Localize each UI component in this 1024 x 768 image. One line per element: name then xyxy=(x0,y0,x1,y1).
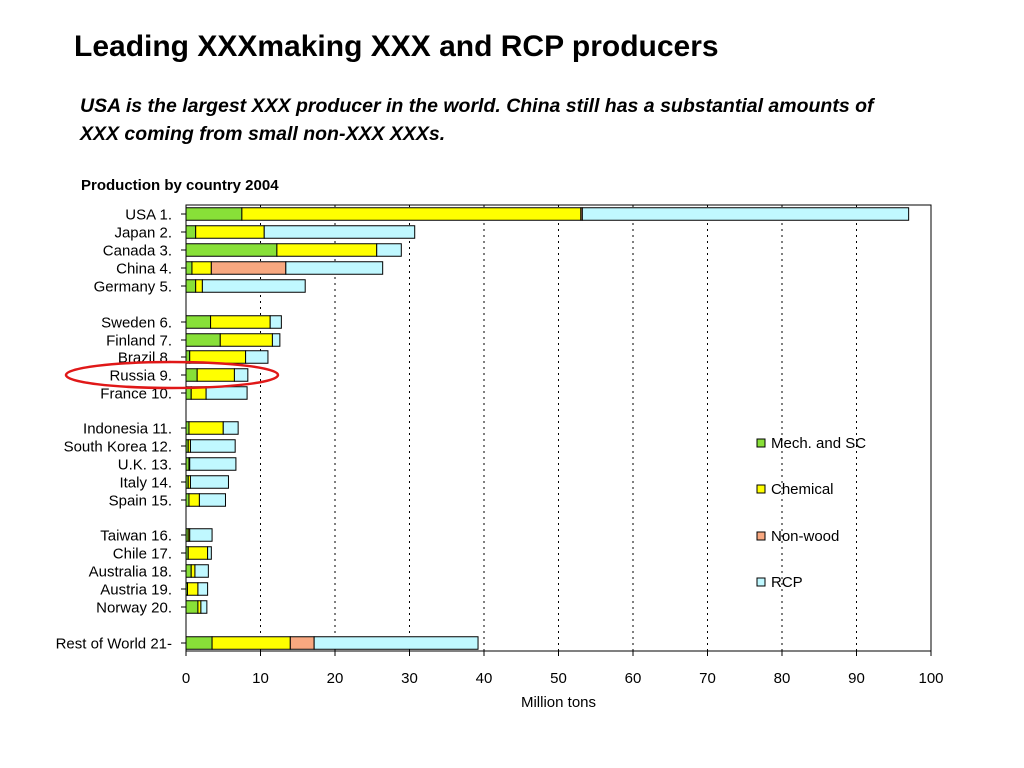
category-label: Rest of World 21- xyxy=(56,636,172,653)
x-tick-label: 50 xyxy=(550,670,567,687)
slide-title: Leading XXXmaking XXX and RCP producers xyxy=(74,30,719,63)
category-label: Spain 15. xyxy=(109,493,172,510)
category-label: Canada 3. xyxy=(103,243,172,260)
bar-segment xyxy=(376,243,402,257)
bar-segment xyxy=(276,243,378,257)
x-tick-label: 90 xyxy=(848,670,865,687)
category-label: France 10. xyxy=(100,386,172,403)
x-tick-label: 100 xyxy=(918,670,943,687)
category-label: Japan 2. xyxy=(114,225,172,242)
bar-segment xyxy=(185,225,197,239)
bar-segment xyxy=(189,475,229,489)
bar-segment xyxy=(198,493,226,507)
bar-segment xyxy=(289,636,315,650)
bar-segment xyxy=(245,350,269,364)
category-label: Taiwan 16. xyxy=(100,528,172,545)
x-tick-label: 10 xyxy=(252,670,269,687)
legend-swatch xyxy=(756,577,766,587)
highlight-ellipse xyxy=(64,360,280,390)
category-label: Italy 14. xyxy=(119,475,172,492)
bar-segment xyxy=(207,546,212,560)
bar-segment xyxy=(233,368,249,382)
category-label: Chile 17. xyxy=(113,546,172,563)
category-label: Germany 5. xyxy=(94,279,172,296)
category-label: Indonesia 11. xyxy=(83,421,172,438)
x-tick-label: 30 xyxy=(401,670,418,687)
bar-segment xyxy=(190,564,196,578)
bar-segment xyxy=(196,368,235,382)
bar-segment xyxy=(211,636,291,650)
category-label: Australia 18. xyxy=(89,564,172,581)
slide-subtitle: USA is the largest XXX producer in the w… xyxy=(80,95,874,145)
legend-swatch xyxy=(756,438,766,448)
bar-segment xyxy=(188,421,224,435)
bar-segment xyxy=(263,225,416,239)
x-tick-label: 70 xyxy=(699,670,716,687)
bar-segment xyxy=(185,636,213,650)
bar-segment xyxy=(189,457,237,471)
x-tick-label: 40 xyxy=(476,670,493,687)
bar-segment xyxy=(187,546,209,560)
bar-segment xyxy=(194,564,209,578)
bar-segment xyxy=(219,333,273,347)
legend-label: Chemical xyxy=(771,481,834,498)
bar-segment xyxy=(191,261,212,275)
category-label: Norway 20. xyxy=(96,600,172,617)
bar-segment xyxy=(581,207,910,221)
legend-swatch xyxy=(756,531,766,541)
bar-segment xyxy=(210,315,271,329)
category-label: USA 1. xyxy=(125,207,172,224)
bar-segment xyxy=(185,600,199,614)
bar-segment xyxy=(241,207,582,221)
chart-title: Production by country 2004 xyxy=(81,177,279,194)
bar-segment xyxy=(189,528,213,542)
bar-segment xyxy=(195,279,203,293)
bar-segment xyxy=(185,368,198,382)
legend-label: Mech. and SC xyxy=(771,435,866,452)
x-tick-label: 60 xyxy=(625,670,642,687)
bar-segment xyxy=(313,636,479,650)
bar-segment xyxy=(185,279,197,293)
bar-segment xyxy=(189,439,236,453)
category-label: Austria 19. xyxy=(100,582,172,599)
bar-segment xyxy=(210,261,287,275)
legend-swatch xyxy=(756,484,766,494)
bar-segment xyxy=(271,333,281,347)
bar-segment xyxy=(185,243,278,257)
category-label: Russia 9. xyxy=(109,368,172,385)
bar-segment xyxy=(205,386,248,400)
category-label: U.K. 13. xyxy=(118,457,172,474)
bar-segment xyxy=(222,421,239,435)
x-tick-label: 80 xyxy=(774,670,791,687)
x-axis-title: Million tons xyxy=(521,694,596,711)
category-label: South Korea 12. xyxy=(64,439,172,456)
bar-segment xyxy=(185,315,212,329)
x-tick-label: 20 xyxy=(327,670,344,687)
x-tick-label: 0 xyxy=(182,670,190,687)
bar-segment xyxy=(185,261,193,275)
bar-segment xyxy=(197,582,209,596)
category-label: China 4. xyxy=(116,261,172,278)
bar-segment xyxy=(285,261,384,275)
bar-segment xyxy=(185,564,192,578)
bar-segment xyxy=(185,207,243,221)
category-label: Sweden 6. xyxy=(101,315,172,332)
legend-label: Non-wood xyxy=(771,528,839,545)
bar-segment xyxy=(186,582,199,596)
legend-label: RCP xyxy=(771,574,803,591)
category-label: Finland 7. xyxy=(106,333,172,350)
bar-segment xyxy=(200,600,208,614)
bar-segment xyxy=(188,493,200,507)
bar-segment xyxy=(201,279,306,293)
bar-segment xyxy=(195,225,265,239)
bar-segment xyxy=(269,315,282,329)
bar-segment xyxy=(185,333,221,347)
